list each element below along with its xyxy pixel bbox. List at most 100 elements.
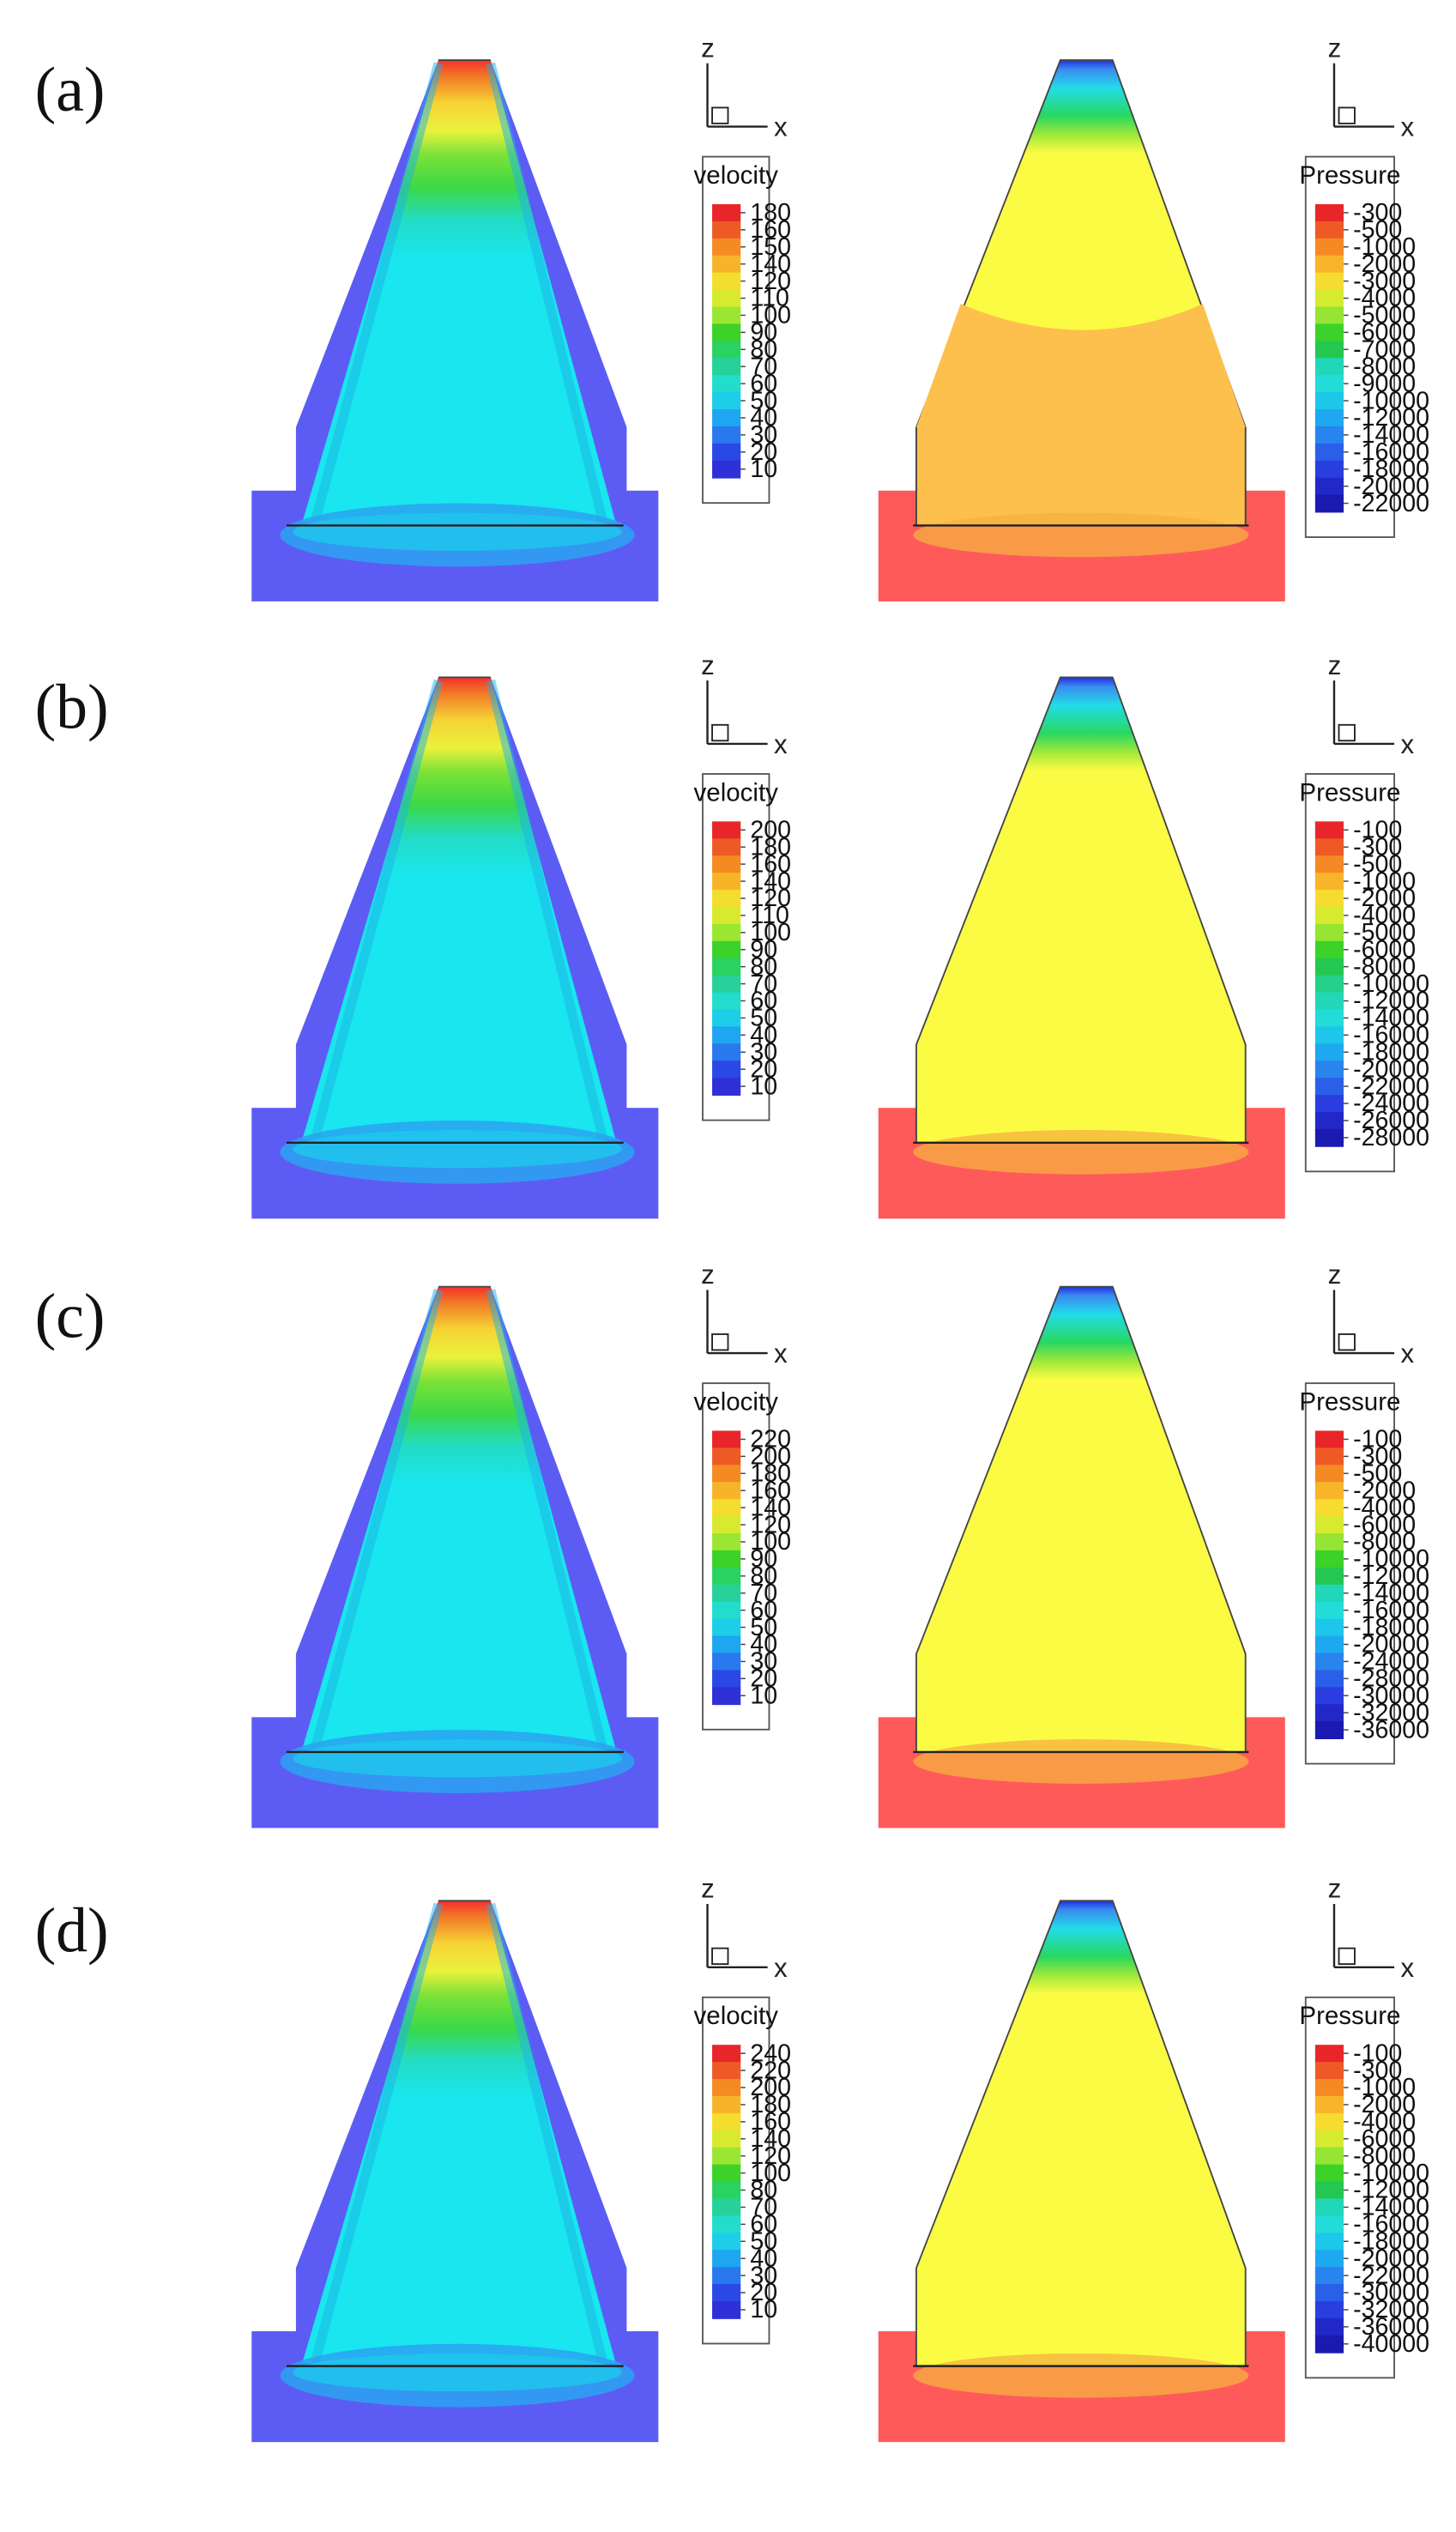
legend-tick-label: -12000 (1353, 988, 1429, 1015)
legend-swatch (1314, 1026, 1344, 1045)
legend-tick-label: -4000 (1353, 1494, 1416, 1521)
legend-tick-label: 60 (750, 2211, 777, 2239)
legend-swatch (1314, 2267, 1344, 2285)
legend-tick-label: -4000 (1353, 2108, 1416, 2136)
legend-tick-label: 60 (750, 988, 777, 1015)
legend-swatch (1314, 443, 1344, 462)
panel-label: (c) (35, 1281, 106, 1351)
legend-swatch (1314, 203, 1344, 222)
legend-tick-label: -18000 (1353, 456, 1429, 483)
legend-tick-label: 220 (750, 1426, 791, 1453)
legend-swatch (712, 341, 741, 360)
legend-swatch (1314, 958, 1344, 976)
legend-swatch (1314, 1601, 1344, 1620)
legend-tick-label: 70 (750, 1580, 777, 1607)
legend-tick-label: -36000 (1353, 1716, 1429, 1743)
legend-swatch (1314, 2233, 1344, 2251)
legend-tick-label: 10 (750, 2296, 777, 2324)
legend-tick-label: 30 (750, 2262, 777, 2289)
legend-swatch (712, 1482, 741, 1501)
legend-swatch (712, 2147, 741, 2166)
legend-tick-label: -6000 (1353, 319, 1416, 347)
row3-velocity-contour (251, 1900, 659, 2443)
legend-title: velocity (694, 2002, 779, 2030)
legend-tick-label: 80 (750, 2177, 777, 2204)
legend-tick-label: 10 (750, 456, 777, 483)
legend-tick-label: 10 (750, 1682, 777, 1709)
legend-swatch (712, 1078, 741, 1096)
legend-swatch (1314, 1584, 1344, 1603)
legend-tick-label: 240 (750, 2039, 791, 2067)
legend-tick-label: -300 (1353, 2057, 1402, 2084)
outlet-pool-inner (293, 2353, 622, 2392)
legend-tick-label: 140 (750, 2125, 791, 2153)
axis-origin-box (711, 106, 729, 124)
legend-swatch (1314, 477, 1344, 496)
legend-tick-label: 70 (750, 2194, 777, 2221)
legend-swatch (712, 1516, 741, 1534)
legend-tick-label: -8000 (1353, 353, 1416, 380)
row2-pressure-axis-triad: zx (1328, 1260, 1415, 1369)
legend-swatch (712, 1618, 741, 1637)
legend-swatch (712, 2112, 741, 2131)
legend-title: velocity (694, 161, 779, 190)
legend-tick-label: -6000 (1353, 1511, 1416, 1538)
x-axis-label: x (774, 729, 788, 759)
legend-swatch (712, 2267, 741, 2285)
legend-swatch (712, 821, 741, 840)
legend-tick-label: -14000 (1353, 1580, 1429, 1607)
legend-swatch (1314, 2181, 1344, 2200)
legend-swatch (1314, 2095, 1344, 2114)
legend-swatch (1314, 1095, 1344, 1113)
z-axis-label: z (1328, 1260, 1342, 1290)
legend-swatch (712, 1601, 741, 1620)
x-axis-label: x (774, 1339, 788, 1369)
legend-swatch (1314, 855, 1344, 874)
outlet-pool (913, 1739, 1249, 1784)
axis-origin-box (1338, 106, 1356, 124)
axis-origin-box (711, 1333, 729, 1351)
legend-swatch (712, 289, 741, 308)
panel-label: (a) (35, 54, 106, 124)
row2-velocity-legend: velocity 22020018016014012010090807060504… (694, 1382, 791, 1731)
z-axis-label: z (1328, 33, 1342, 63)
legend-swatch (712, 2300, 741, 2319)
legend-swatch (1314, 1128, 1344, 1147)
legend-tick-label: 90 (750, 1545, 777, 1573)
legend-tick-label: 120 (750, 268, 791, 295)
legend-tick-label: 20 (750, 1665, 777, 1693)
row0-pressure-legend: Pressure -300-500-1000-2000-3000-4000-500… (1299, 155, 1429, 538)
legend-tick-label: 160 (750, 2108, 791, 2136)
z-axis-label: z (701, 1260, 715, 1290)
panel-label: (b) (35, 672, 109, 742)
legend-swatch (712, 375, 741, 394)
legend-tick-label: -8000 (1353, 1528, 1416, 1556)
legend-tick-label: -8000 (1353, 2142, 1416, 2170)
legend-swatch (1314, 272, 1344, 291)
inner-edge-right (486, 1902, 608, 2365)
legend-swatch (1314, 1111, 1344, 1130)
legend-tick-label: 40 (750, 1631, 777, 1659)
legend-swatch (712, 460, 741, 479)
legend-tick-label: -10000 (1353, 970, 1429, 998)
legend-tick-label: 80 (750, 336, 777, 364)
legend-tick-label: -500 (1353, 850, 1402, 878)
legend-swatch (1314, 341, 1344, 360)
legend-swatch (1314, 306, 1344, 325)
legend-swatch (1314, 1721, 1344, 1739)
legend-swatch (1314, 1704, 1344, 1723)
legend-tick-label: 30 (750, 1648, 777, 1676)
legend-tick-label: -28000 (1353, 1665, 1429, 1693)
legend-tick-label: 200 (750, 2074, 791, 2101)
legend-swatch (712, 923, 741, 942)
legend-tick-label: 110 (750, 902, 789, 929)
legend-swatch (1314, 2164, 1344, 2183)
row1-pressure-contour (878, 676, 1285, 1219)
x-axis-label: x (1400, 729, 1414, 759)
row3-velocity-axis-triad: zx (701, 1874, 788, 1983)
legend-tick-label: 60 (750, 1597, 777, 1624)
inner-edge-left (310, 62, 444, 524)
legend-tick-label: -300 (1353, 1443, 1402, 1471)
legend-tick-label: -32000 (1353, 2296, 1429, 2324)
legend-tick-label: -6000 (1353, 936, 1416, 964)
